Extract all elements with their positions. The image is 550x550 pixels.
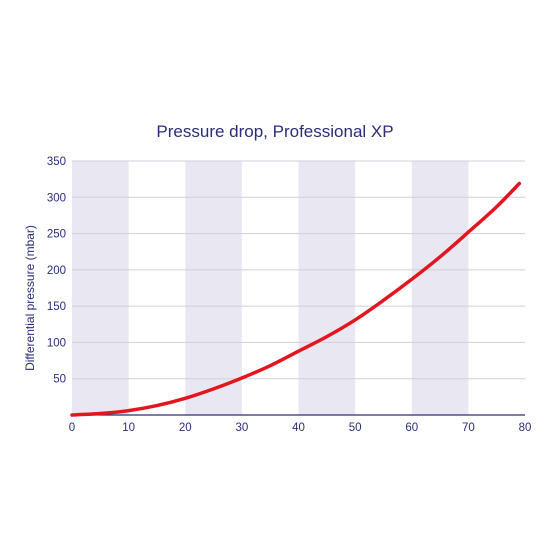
x-tick-label-10: 10: [122, 422, 135, 434]
y-tick-label-150: 150: [47, 301, 66, 313]
plot-bands: [72, 161, 469, 415]
y-tick-label-350: 350: [47, 156, 66, 168]
x-tick-label-0: 0: [69, 422, 75, 434]
x-axis: 0 10 20 30 40 50 60 70 80: [69, 414, 532, 434]
x-tick-label-60: 60: [405, 422, 418, 434]
x-tick-label-50: 50: [349, 422, 362, 434]
x-tick-label-80: 80: [519, 422, 532, 434]
band-60-70: [411, 161, 469, 415]
band-0-10: [72, 161, 129, 415]
chart-title: Pressure drop, Professional XP: [156, 122, 394, 141]
x-tick-label-40: 40: [292, 422, 305, 434]
y-tick-label-100: 100: [47, 337, 66, 349]
band-40-50: [298, 161, 356, 415]
y-axis-title: Differential pressure (mbar): [23, 225, 37, 371]
x-tick-label-20: 20: [179, 422, 192, 434]
series-layer: [70, 181, 522, 417]
band-20-30: [185, 161, 242, 415]
y-gridlines: [72, 160, 525, 380]
y-axis-ticks: 50 100 150 200 250 300 350: [47, 156, 66, 386]
x-tick-label-30: 30: [235, 422, 248, 434]
y-tick-label-300: 300: [47, 192, 66, 204]
y-tick-label-200: 200: [47, 265, 66, 277]
y-tick-label-250: 250: [47, 229, 66, 241]
x-tick-label-70: 70: [462, 422, 475, 434]
series-line-0: [70, 181, 522, 417]
y-tick-label-50: 50: [53, 374, 66, 386]
